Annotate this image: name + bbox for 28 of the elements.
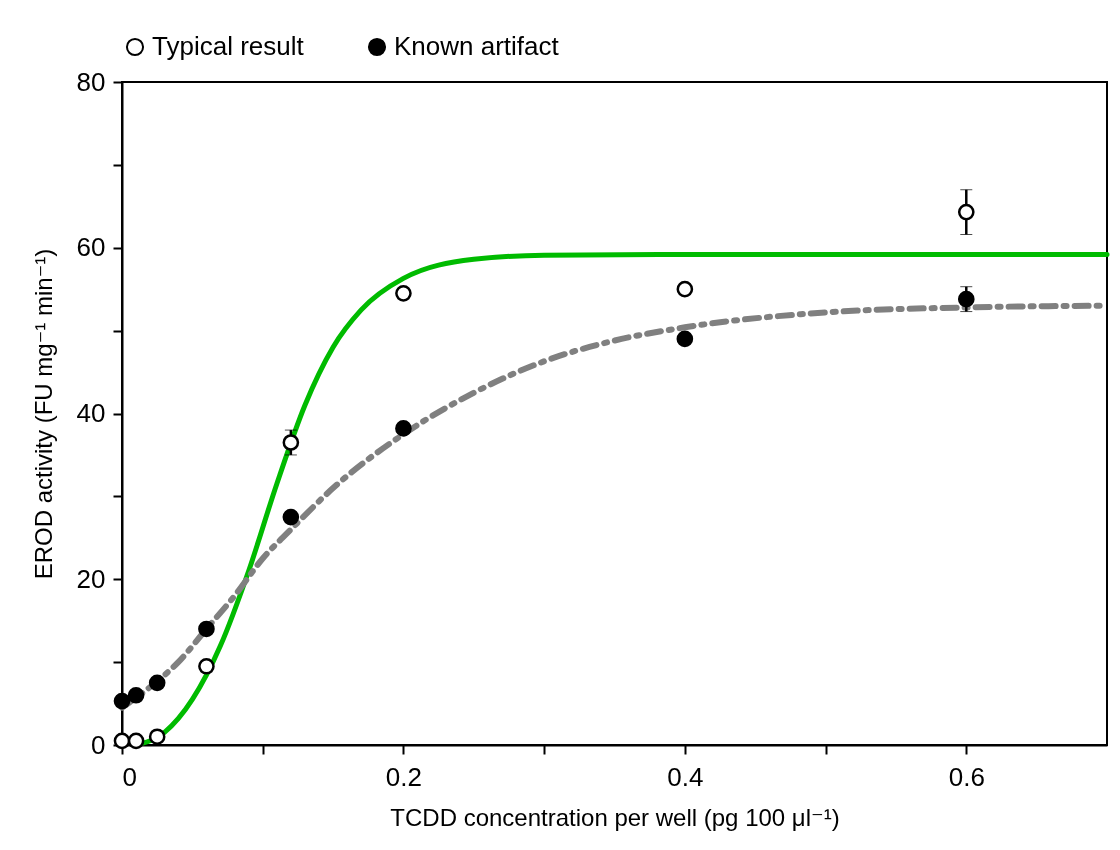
y-tick-label: 60 xyxy=(76,232,106,263)
point xyxy=(198,657,215,675)
legend-label: Typical result xyxy=(152,31,305,61)
point xyxy=(676,280,694,298)
y-tick-label: 40 xyxy=(76,398,106,428)
point xyxy=(957,203,975,221)
point xyxy=(113,692,131,710)
x-tick-label: 0.2 xyxy=(385,761,423,792)
y-axis-title: EROD activity (FU mg⁻¹ min⁻¹) xyxy=(29,248,57,580)
point xyxy=(127,732,145,750)
y-tick-label: 20 xyxy=(76,563,106,594)
point xyxy=(282,434,300,451)
y-tick-label: 80 xyxy=(76,66,106,97)
point xyxy=(148,728,166,746)
point xyxy=(676,330,694,348)
point xyxy=(127,686,145,704)
x-tick-label: 0 xyxy=(122,761,137,792)
point xyxy=(395,285,412,302)
point xyxy=(957,290,975,308)
x-tick-label: 0.4 xyxy=(667,761,704,792)
y-tick-label: 0 xyxy=(91,729,106,760)
point xyxy=(148,674,166,692)
x-axis-title: TCDD concentration per well (pg 100 μl⁻¹) xyxy=(390,803,840,831)
point xyxy=(198,620,215,638)
point xyxy=(395,420,412,437)
point xyxy=(282,508,300,526)
x-tick-label: 0.6 xyxy=(948,761,985,792)
legend-label: Known artifact xyxy=(394,31,560,61)
